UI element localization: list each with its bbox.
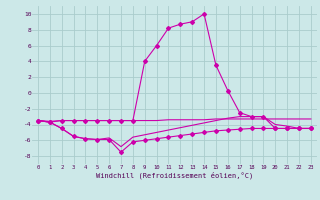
X-axis label: Windchill (Refroidissement éolien,°C): Windchill (Refroidissement éolien,°C) (96, 171, 253, 179)
